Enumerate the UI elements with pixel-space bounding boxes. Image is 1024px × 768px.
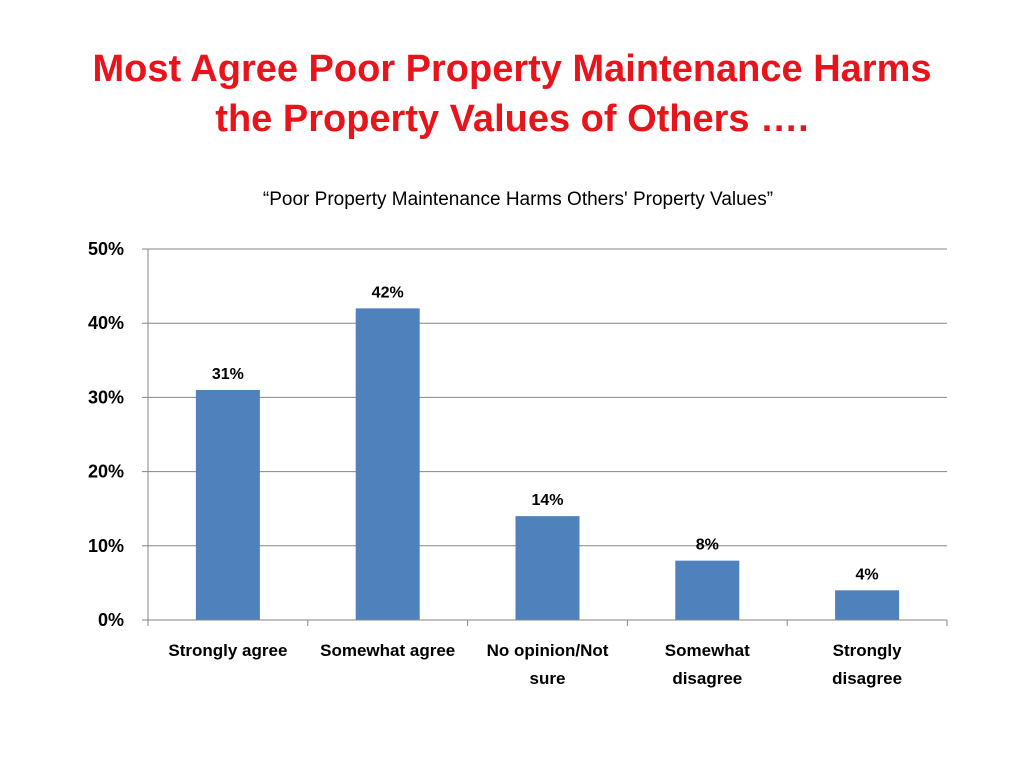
data-label: 31% (212, 366, 244, 383)
x-tick-label: No opinion/Not sure (487, 641, 609, 688)
y-tick-label: 40% (88, 313, 124, 333)
slide-title: Most Agree Poor Property Maintenance Har… (0, 44, 1024, 144)
y-tick-label: 50% (88, 239, 124, 259)
slide-title-line-2: the Property Values of Others …. (215, 98, 809, 140)
x-tick-label-line: disagree (832, 669, 902, 688)
x-tick-label: Somewhat agree (320, 641, 455, 660)
data-label: 42% (372, 284, 404, 301)
bar (515, 516, 580, 620)
axes (142, 248, 948, 626)
bars (195, 308, 900, 620)
x-tick-label-line: Somewhat agree (320, 641, 455, 660)
x-tick-label-line: sure (530, 669, 566, 688)
chart-title: “Poor Property Maintenance Harms Others'… (263, 189, 773, 210)
bar (195, 389, 260, 620)
bar (835, 590, 900, 620)
x-tick-label-line: Somewhat (665, 641, 750, 660)
data-label: 8% (696, 537, 719, 554)
bar (675, 560, 740, 620)
data-label: 4% (856, 566, 879, 583)
x-tick-label-line: Strongly agree (168, 641, 287, 660)
x-tick-label-line: Strongly (833, 641, 902, 660)
x-tick-label-line: No opinion/Not (487, 641, 609, 660)
bar (355, 308, 420, 620)
x-tick-label: Strongly agree (168, 641, 287, 660)
data-label: 14% (531, 492, 563, 509)
x-tick-label-line: disagree (672, 669, 742, 688)
y-tick-label: 0% (98, 610, 124, 630)
labels: 0% 10% 20% 30% 40% 50% 31% Strongly agree 42% Som… (88, 239, 902, 688)
y-tick-label: 30% (88, 387, 124, 407)
slide-title-line-1: Most Agree Poor Property Maintenance Har… (92, 48, 932, 90)
x-tick-label: Strongly disagree (832, 641, 902, 688)
y-tick-label: 20% (88, 462, 124, 482)
y-tick-label: 10% (88, 536, 124, 556)
x-tick-label: Somewhat disagree (665, 641, 750, 688)
